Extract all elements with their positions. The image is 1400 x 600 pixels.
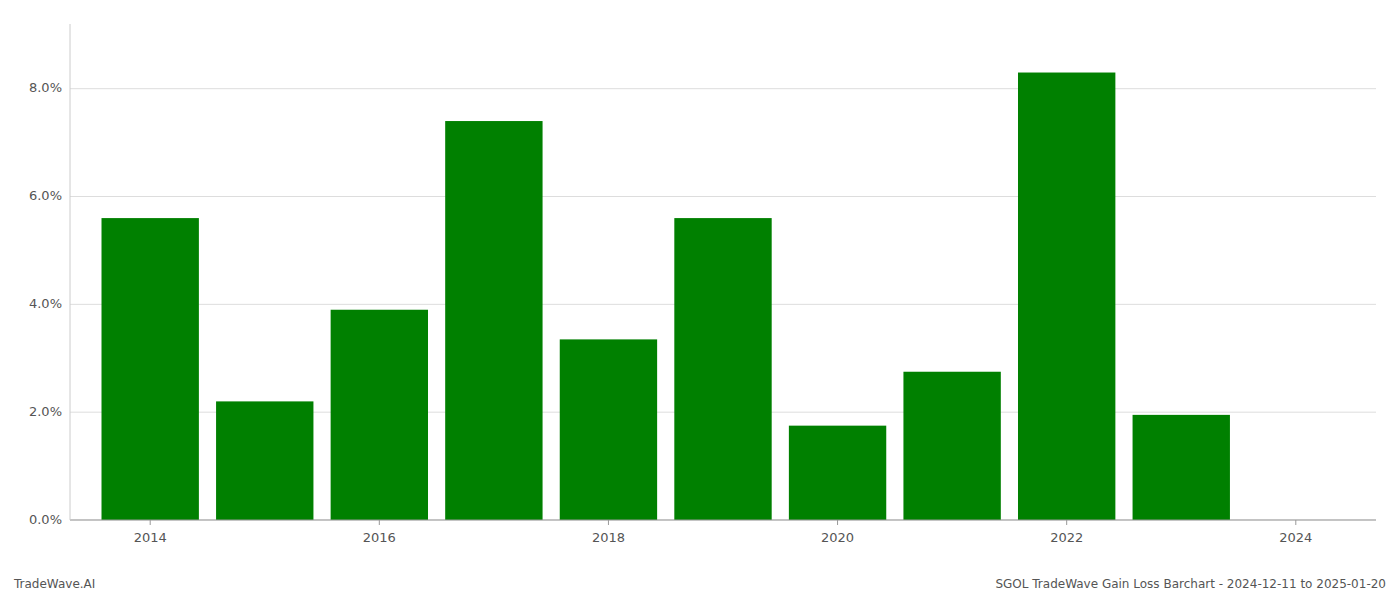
bar: [1018, 73, 1115, 520]
bar: [445, 121, 542, 520]
x-tick-mark: [837, 520, 838, 525]
y-grid: [70, 89, 1376, 520]
footer-left: TradeWave.AI: [13, 577, 95, 591]
x-tick-label: 2022: [1050, 530, 1083, 545]
grid-line: [70, 88, 1376, 89]
y-tick-label: 0.0%: [29, 512, 62, 527]
grid-line: [70, 520, 1376, 521]
grid-line: [70, 196, 1376, 197]
chart-container: 0.0% 2.0% 4.0% 6.0% 8.0% 2014 2016 2018 2020 2022…: [0, 0, 1400, 600]
bar: [102, 218, 199, 520]
y-tick-label: 2.0%: [29, 404, 62, 419]
x-tick-label: 2020: [821, 530, 854, 545]
y-tick-label: 8.0%: [29, 80, 62, 95]
bar: [331, 310, 428, 520]
bar: [1133, 415, 1230, 520]
bar: [789, 426, 886, 520]
x-tick-mark: [608, 520, 609, 525]
x-tick-mark: [379, 520, 380, 525]
y-tick-label: 6.0%: [29, 188, 62, 203]
bar: [903, 372, 1000, 520]
bar: [674, 218, 771, 520]
footer-right: SGOL TradeWave Gain Loss Barchart - 2024…: [995, 577, 1386, 591]
y-tick-label: 4.0%: [29, 296, 62, 311]
bar: [560, 339, 657, 520]
y-axis-line: [70, 24, 71, 520]
x-tick-label: 2016: [363, 530, 396, 545]
y-tick-labels: 0.0% 2.0% 4.0% 6.0% 8.0%: [29, 80, 62, 526]
x-tick-mark: [1295, 520, 1296, 525]
bar: [216, 401, 313, 520]
bars: [102, 73, 1230, 520]
footers: TradeWave.AI SGOL TradeWave Gain Loss Bar…: [13, 577, 1386, 591]
x-ticks: 2014 2016 2018 2020 2022 2024: [134, 520, 1313, 545]
x-tick-label: 2018: [592, 530, 625, 545]
x-axis-line: [70, 520, 1376, 521]
x-tick-label: 2024: [1279, 530, 1312, 545]
x-tick-mark: [1066, 520, 1067, 525]
x-tick-label: 2014: [134, 530, 167, 545]
x-tick-mark: [150, 520, 151, 525]
chart-svg: 0.0% 2.0% 4.0% 6.0% 8.0% 2014 2016 2018 2020 2022…: [0, 0, 1400, 600]
